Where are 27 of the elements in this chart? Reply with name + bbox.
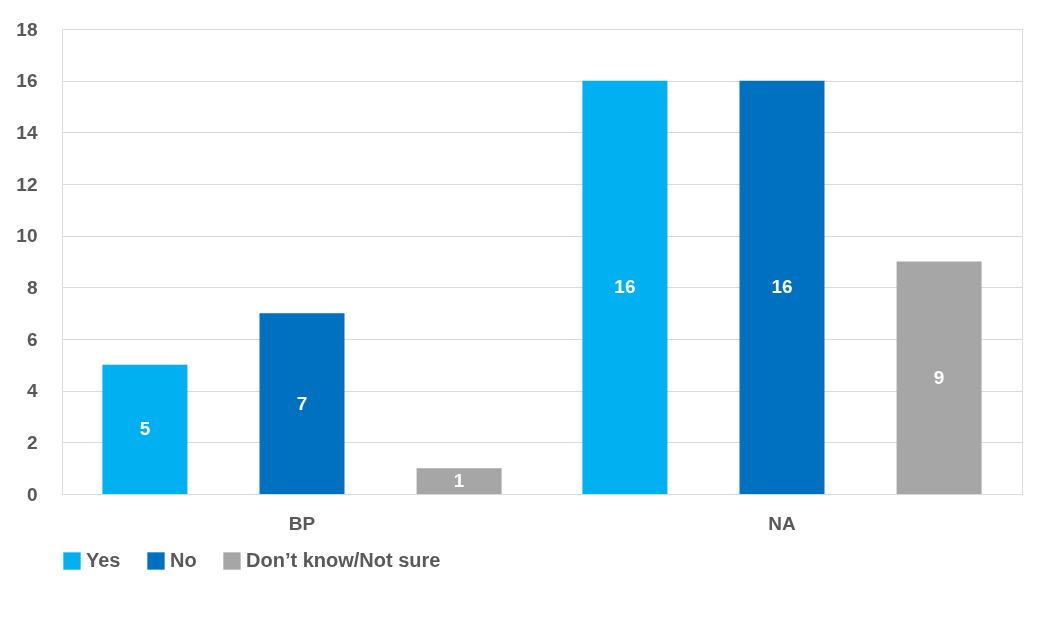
- y-tick-label: 12: [16, 173, 38, 195]
- bar: [739, 80, 825, 494]
- y-tick-label: 0: [26, 483, 38, 505]
- x-tick-label: BP: [288, 512, 316, 534]
- y-tick-label: 6: [26, 328, 38, 350]
- bar: [259, 313, 345, 494]
- y-tick-label: 16: [16, 70, 38, 92]
- bar: [416, 468, 502, 494]
- y-tick-label: 10: [16, 225, 38, 247]
- legend-label: No: [170, 549, 197, 571]
- y-tick-label: 14: [16, 121, 38, 143]
- y-tick-label: 2: [26, 431, 38, 453]
- bar: [582, 80, 668, 494]
- data-label: 5: [139, 418, 151, 440]
- legend-label: Yes: [86, 549, 121, 571]
- data-label: 16: [771, 276, 793, 298]
- y-tick-label: 18: [16, 18, 38, 40]
- data-label: 7: [296, 392, 308, 414]
- bar: [896, 261, 982, 494]
- data-label: 9: [933, 366, 945, 388]
- bar: [102, 364, 188, 494]
- data-label: 16: [614, 276, 636, 298]
- y-tick-label: 4: [26, 380, 38, 402]
- y-tick-label: 8: [26, 276, 38, 298]
- x-tick-label: NA: [768, 512, 796, 534]
- data-label: 1: [453, 470, 465, 492]
- legend-label: Don’t know/Not sure: [246, 549, 441, 571]
